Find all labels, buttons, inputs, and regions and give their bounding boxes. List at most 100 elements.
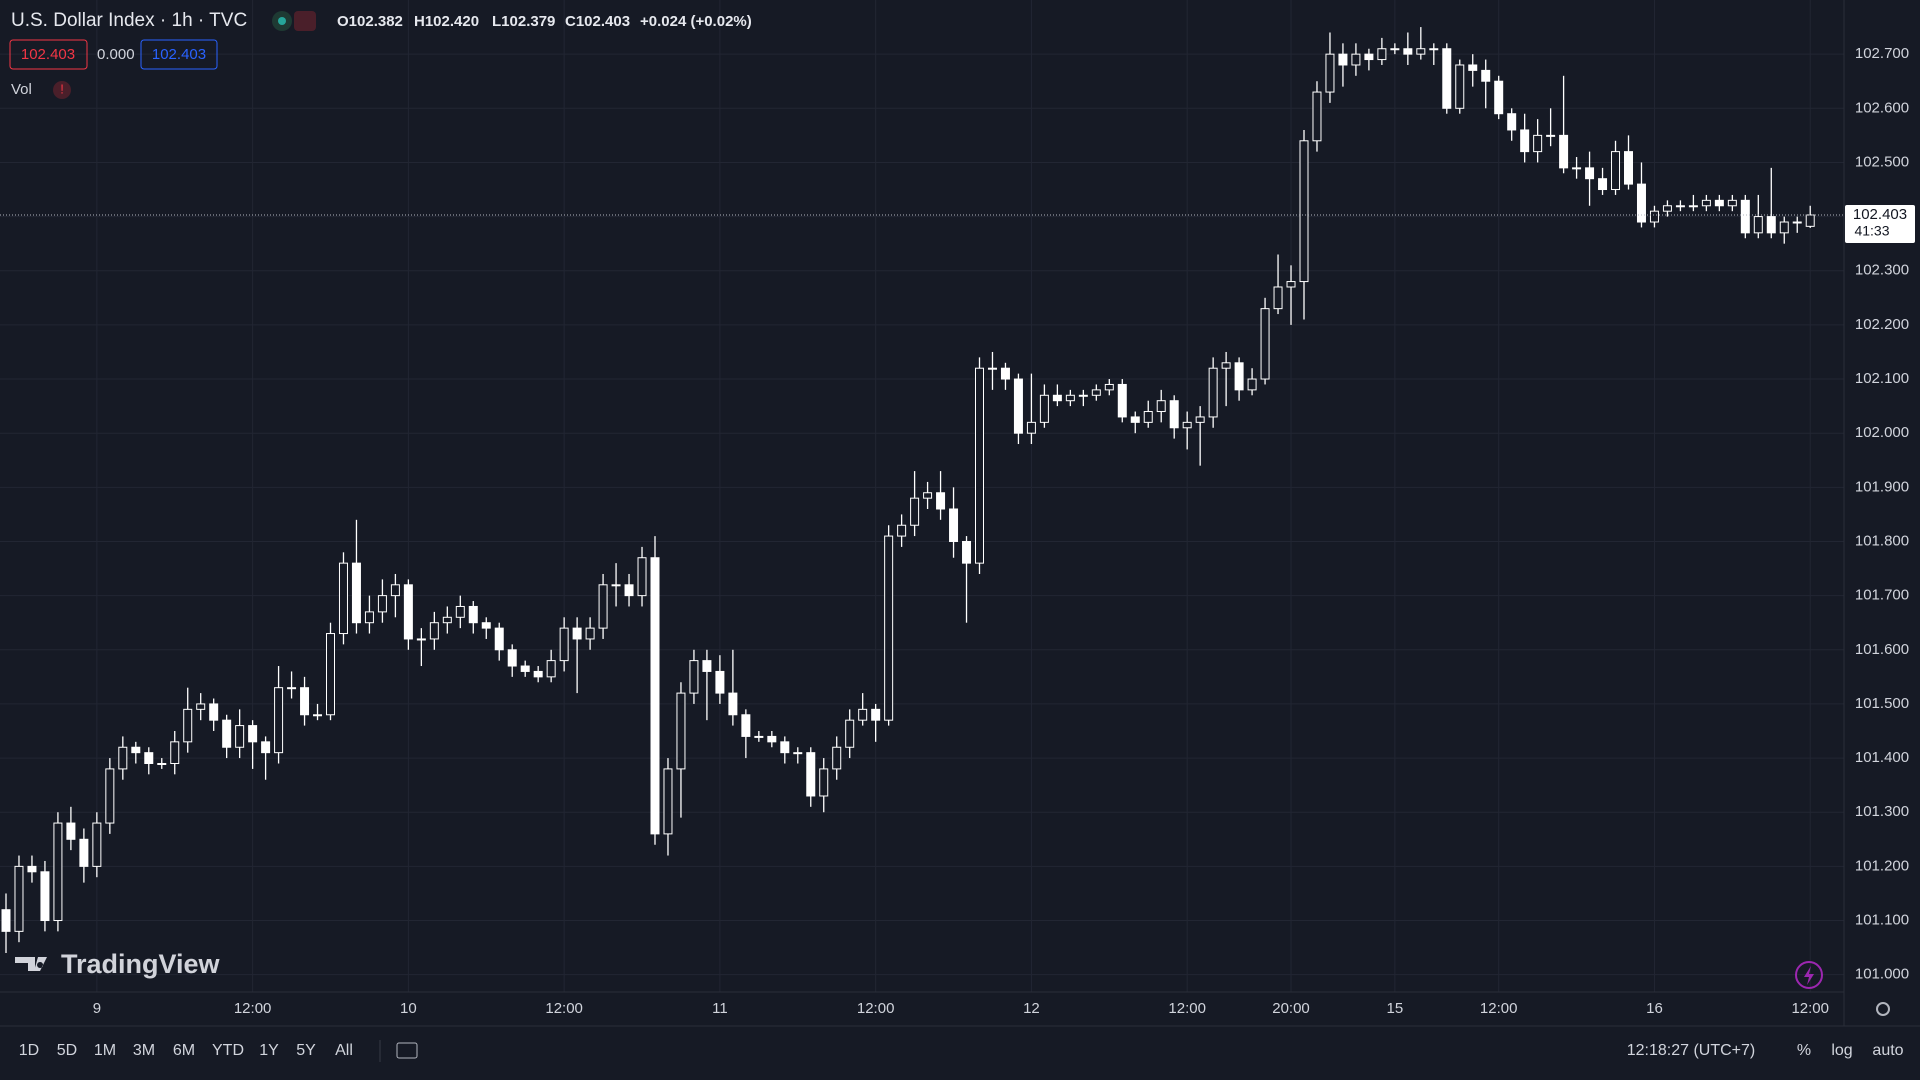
range-button[interactable]: 3M <box>133 1042 155 1059</box>
candle-body <box>1442 48 1452 109</box>
y-tick-label: 101.000 <box>1855 966 1909 983</box>
candle-body <box>702 660 712 672</box>
candle-body <box>1675 205 1685 208</box>
candle-body <box>40 871 50 922</box>
candle-body <box>274 687 284 754</box>
watermark-text: TradingView <box>61 949 221 979</box>
candle-body <box>1052 394 1062 402</box>
candle-body <box>351 562 361 624</box>
candle-body <box>1766 216 1776 234</box>
candle-body <box>1130 416 1140 423</box>
range-button[interactable]: 1Y <box>259 1042 279 1059</box>
y-tick-label: 102.000 <box>1855 424 1909 441</box>
y-tick-label: 102.500 <box>1855 153 1909 170</box>
candle-body <box>728 692 738 716</box>
candle-body <box>533 670 543 678</box>
candle-body <box>832 746 842 770</box>
candle-body <box>884 535 894 721</box>
symbol-title: U.S. Dollar Index · 1h · TVC <box>11 10 247 31</box>
range-button[interactable]: 5D <box>57 1042 77 1059</box>
clock: 12:18:27 (UTC+7) <box>1627 1042 1756 1059</box>
candle-body <box>170 741 180 764</box>
range-button[interactable]: YTD <box>212 1042 244 1059</box>
candle-body <box>1585 167 1595 180</box>
candle-body <box>1299 140 1309 283</box>
candle-body <box>377 595 387 613</box>
settings-icon[interactable] <box>1876 1002 1890 1016</box>
candle-body <box>416 638 426 641</box>
ohlc-value: H102.420 <box>414 13 479 30</box>
candle-body <box>987 367 997 370</box>
x-tick-label: 12:00 <box>1480 1000 1518 1017</box>
candle-body <box>481 622 491 629</box>
candle-body <box>1572 167 1582 170</box>
candle-body <box>1195 416 1205 423</box>
candle-body <box>1065 394 1075 402</box>
bid-box[interactable] <box>9 39 88 70</box>
ask-box[interactable] <box>140 39 218 70</box>
ohlc-legend: O102.382 H102.420 L102.379 C102.403 +0.024 (… <box>337 13 752 30</box>
candle-body <box>910 497 920 526</box>
candle-body <box>1182 421 1192 429</box>
auto-toggle[interactable]: auto <box>1872 1042 1903 1059</box>
y-tick-label: 101.100 <box>1855 911 1909 928</box>
candle-body <box>131 746 141 754</box>
range-button[interactable]: 6M <box>173 1042 195 1059</box>
candle-body <box>364 611 374 624</box>
y-tick-label: 102.300 <box>1855 262 1909 279</box>
candle-body <box>546 660 556 678</box>
warning-icon[interactable] <box>53 81 71 99</box>
range-button[interactable]: 5Y <box>296 1042 316 1059</box>
candle-body <box>572 627 582 640</box>
plot <box>0 27 1844 954</box>
candle-body <box>1156 400 1166 413</box>
percent-toggle[interactable]: % <box>1797 1042 1811 1059</box>
candle-body <box>962 540 972 564</box>
candle-body <box>1792 221 1802 224</box>
candle-body <box>455 605 465 618</box>
candle-body <box>858 708 868 721</box>
candle-body <box>520 665 530 672</box>
candle-body <box>559 627 569 662</box>
candle-body <box>313 714 323 717</box>
x-tick-label: 12:00 <box>1168 1000 1206 1017</box>
candle-body <box>1507 113 1517 131</box>
last-price-box <box>1845 204 1915 243</box>
range-button[interactable]: All <box>335 1042 353 1059</box>
candle-body <box>248 725 258 743</box>
candle-body <box>92 822 102 867</box>
range-button[interactable]: 1M <box>94 1042 116 1059</box>
range-button[interactable]: 1D <box>19 1042 39 1059</box>
candle-body <box>1208 367 1218 418</box>
candle-body <box>1740 199 1750 234</box>
candle-body <box>1416 48 1426 55</box>
candle-body <box>1805 214 1815 227</box>
candle-body <box>1234 362 1244 391</box>
candle-body <box>1338 53 1348 66</box>
candle-body <box>1624 151 1633 185</box>
log-toggle[interactable]: log <box>1831 1042 1852 1059</box>
y-tick-label: 102.100 <box>1855 370 1909 387</box>
x-tick-label: 16 <box>1646 1000 1663 1017</box>
candle-body <box>1390 48 1400 51</box>
x-tick-label: 10 <box>400 1000 417 1017</box>
x-tick-label: 20:00 <box>1272 1000 1310 1017</box>
candle-body <box>1351 53 1361 66</box>
alert-icon[interactable] <box>1795 961 1823 989</box>
candle-body <box>1039 394 1049 423</box>
candle-body <box>338 562 348 635</box>
y-tick-label: 101.700 <box>1855 587 1909 604</box>
candle-body <box>650 557 660 835</box>
bid-price[interactable]: 102.403 <box>21 46 75 63</box>
y-tick-label: 101.600 <box>1855 641 1909 658</box>
candle-body <box>1636 183 1646 223</box>
candle-body <box>1000 367 1010 380</box>
candle-body <box>494 627 504 651</box>
date-range-icon[interactable] <box>396 1042 418 1059</box>
candle-body <box>1559 134 1569 169</box>
y-tick-label: 102.200 <box>1855 316 1909 333</box>
candle-body <box>741 714 751 737</box>
x-tick-label: 12:00 <box>857 1000 895 1017</box>
ask-price[interactable]: 102.403 <box>152 46 206 63</box>
